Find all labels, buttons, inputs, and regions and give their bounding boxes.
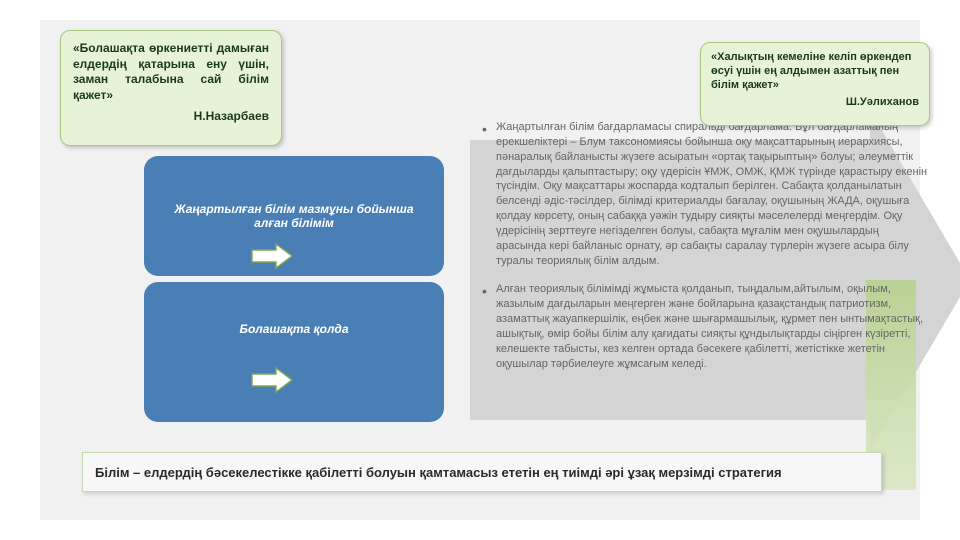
bottom-strategy-bar: Білім – елдердің бәсекелестікке қабілетт… [82,452,882,492]
blue-box-1-text: Жаңартылған білім мазмұны бойынша алған … [164,202,424,230]
content-bullet-1: Жаңартылған білім бағдарламасы спиральді… [482,120,932,268]
quote-left-author: Н.Назарбаев [73,109,269,125]
blue-box-2-text: Болашақта қолда [239,322,348,336]
arrow-right-icon [250,242,294,270]
blue-box-future: Болашақта қолда [144,282,444,422]
blue-box-knowledge: Жаңартылған білім мазмұны бойынша алған … [144,156,444,276]
quote-left-text: «Болашақта өркениетті дамыған елдердің қ… [73,41,269,102]
main-content-text: Жаңартылған білім бағдарламасы спиральді… [482,120,932,386]
bottom-bar-text: Білім – елдердің бәсекелестікке қабілетт… [95,465,782,480]
quote-right-text: «Халықтың кемеліне келіп өркендеп өсуі ү… [711,51,911,91]
quote-box-ualikhanov: «Халықтың кемеліне келіп өркендеп өсуі ү… [700,42,930,126]
content-bullet-2: Алған теориялық білімімді жұмыста қолдан… [482,282,932,371]
quote-right-author: Ш.Уәлиханов [711,96,919,110]
quote-box-nazarbaev: «Болашақта өркениетті дамыған елдердің қ… [60,30,282,146]
arrow-right-icon [250,366,294,394]
